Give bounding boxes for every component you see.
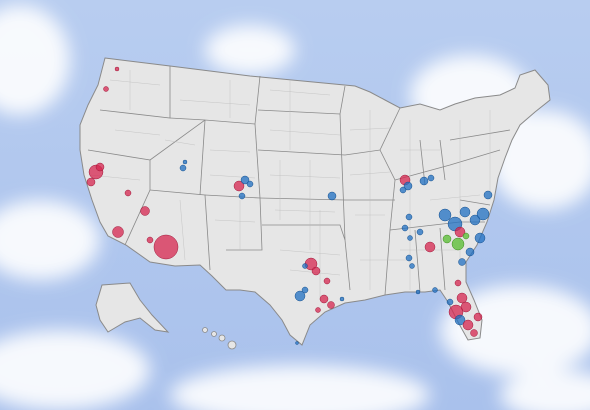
bubble xyxy=(246,180,254,188)
bubble xyxy=(238,192,246,200)
bubble xyxy=(86,177,96,187)
bubble xyxy=(427,174,435,182)
bubble xyxy=(233,180,245,192)
us-map xyxy=(79,57,551,350)
bubble xyxy=(438,208,452,222)
bubble xyxy=(294,290,306,302)
bubble xyxy=(446,298,454,306)
bubble xyxy=(95,162,105,172)
bubble xyxy=(240,175,250,185)
bubble xyxy=(454,314,466,326)
bubble xyxy=(451,237,465,251)
bubble xyxy=(459,206,471,218)
bubble xyxy=(424,241,436,253)
bubble xyxy=(182,159,188,165)
bubble xyxy=(416,228,424,236)
bubble xyxy=(295,341,299,345)
bubble xyxy=(474,232,486,244)
bubble xyxy=(454,279,462,287)
bubble xyxy=(103,86,109,92)
bubble xyxy=(405,213,413,221)
bubble xyxy=(432,287,438,293)
bubble xyxy=(462,319,474,331)
bubble xyxy=(403,181,413,191)
bubble xyxy=(442,234,452,244)
bubble xyxy=(339,296,345,302)
bubble xyxy=(302,263,308,269)
bubble xyxy=(327,191,337,201)
bubble xyxy=(124,189,132,197)
bubble xyxy=(470,329,478,337)
bubble xyxy=(454,226,466,238)
bubble xyxy=(327,301,335,309)
bubble xyxy=(483,190,493,200)
bubble xyxy=(415,289,421,295)
bubble xyxy=(409,263,415,269)
bubble xyxy=(407,235,413,241)
bubble xyxy=(140,206,150,216)
bubble xyxy=(323,277,331,285)
bubbles xyxy=(86,66,493,345)
bubble xyxy=(112,226,124,238)
bubble xyxy=(469,214,481,226)
bubble xyxy=(301,286,309,294)
bubble xyxy=(462,232,470,240)
bubble xyxy=(179,164,187,172)
bubble xyxy=(456,292,468,304)
bubble xyxy=(465,247,475,257)
bubble xyxy=(458,258,466,266)
bubble xyxy=(311,266,321,276)
clouds xyxy=(0,5,590,410)
contiguous-us xyxy=(79,57,551,346)
bubble xyxy=(473,312,483,322)
bubble xyxy=(401,224,409,232)
alaska xyxy=(95,282,170,333)
bubble xyxy=(146,236,154,244)
bubble xyxy=(114,66,120,72)
bubble xyxy=(399,186,407,194)
bubble xyxy=(419,176,429,186)
bubble xyxy=(315,307,321,313)
bubble xyxy=(405,254,413,262)
state-borders xyxy=(87,66,511,296)
hawaii xyxy=(202,327,237,350)
bubble xyxy=(476,207,490,221)
bubble xyxy=(153,234,179,260)
county-borders xyxy=(89,70,491,300)
bubble xyxy=(319,294,329,304)
